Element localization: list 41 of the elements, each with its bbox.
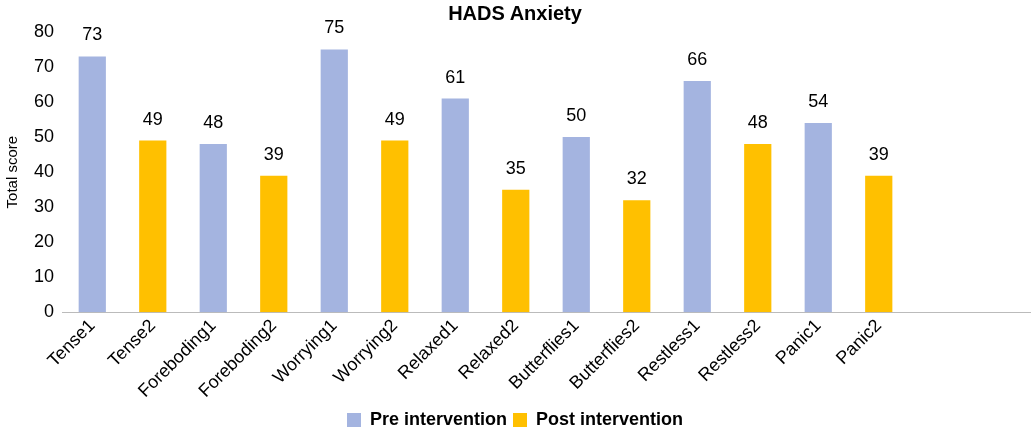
- bar: [683, 81, 711, 313]
- chart-title: HADS Anxiety: [448, 1, 583, 24]
- y-tick-label: 20: [33, 231, 55, 252]
- data-label: 75: [324, 17, 345, 38]
- y-tick-label: 30: [33, 196, 55, 217]
- y-tick-label: 0: [44, 301, 55, 322]
- bar: [78, 56, 106, 313]
- data-label: 49: [142, 108, 163, 129]
- data-label: 49: [384, 108, 405, 129]
- y-tick-label: 80: [33, 20, 55, 41]
- data-label: 35: [505, 157, 526, 178]
- bar: [804, 123, 832, 313]
- data-label: 48: [203, 112, 224, 133]
- data-label: 66: [687, 49, 708, 70]
- y-axis-title: Total score: [3, 135, 21, 209]
- data-label: 39: [868, 143, 889, 164]
- bar: [199, 144, 227, 313]
- legend-label: Pre intervention: [369, 408, 508, 429]
- bar: [744, 144, 772, 313]
- data-label: 61: [445, 66, 466, 87]
- bar: [623, 200, 651, 313]
- y-tick-label: 60: [33, 91, 55, 112]
- bar: [441, 98, 469, 313]
- y-tick-label: 70: [33, 56, 55, 76]
- y-tick-label: 10: [33, 266, 55, 287]
- data-label: 39: [263, 143, 284, 164]
- bar: [381, 140, 409, 313]
- legend-label: Post intervention: [536, 408, 684, 429]
- y-tick-label: 40: [33, 161, 55, 182]
- data-label: 48: [747, 112, 768, 133]
- bar: [562, 137, 590, 313]
- bar: [865, 175, 893, 313]
- bar: [139, 140, 167, 313]
- bar: [502, 189, 530, 313]
- bar: [260, 175, 288, 313]
- data-label: 73: [82, 24, 103, 45]
- data-label: 32: [626, 168, 647, 189]
- y-tick-label: 50: [33, 126, 55, 147]
- data-label: 50: [566, 105, 587, 126]
- bar: [320, 49, 348, 313]
- data-label: 54: [808, 91, 829, 112]
